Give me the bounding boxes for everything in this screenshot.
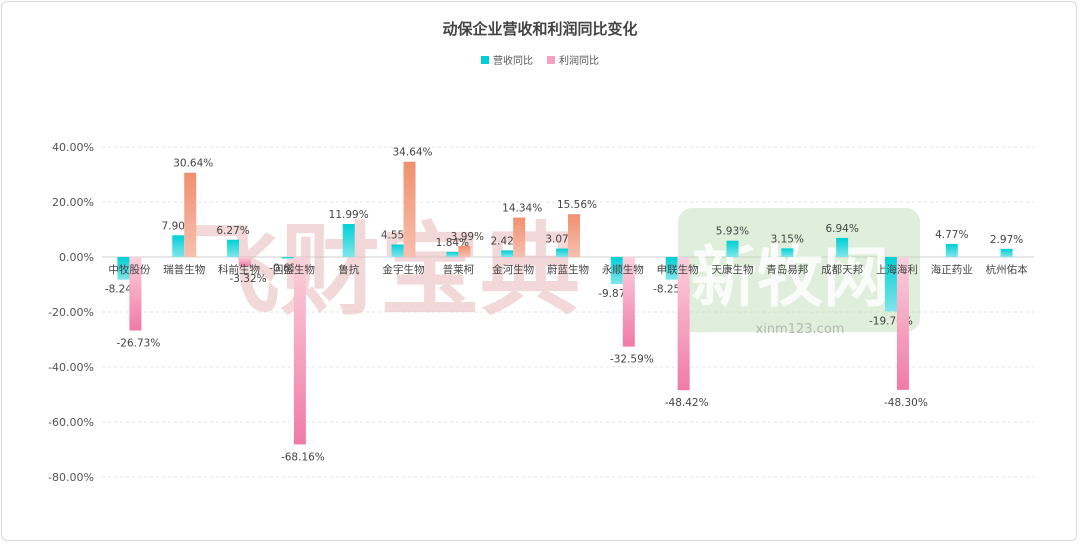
watermark-url: xinm123.com — [756, 322, 845, 337]
data-label-revenue-4: 11.99% — [329, 209, 369, 221]
x-tick-label: 天康生物 — [711, 263, 753, 276]
data-label-profit-8: 15.56% — [557, 199, 597, 211]
data-label-revenue-11: 5.93% — [716, 226, 749, 238]
bar-revenue-9 — [610, 257, 623, 285]
bar-revenue-2 — [227, 239, 240, 257]
bar-revenue-16 — [1000, 248, 1013, 257]
bar-profit-6 — [458, 246, 471, 257]
data-label-revenue-6: 1.84% — [436, 237, 469, 249]
bar-profit-14 — [896, 257, 909, 390]
data-label-revenue-2: 6.27% — [216, 225, 249, 237]
x-tick-label: 申联生物 — [657, 263, 699, 276]
data-label-profit-5: 34.64% — [393, 147, 433, 159]
bar-revenue-14 — [884, 257, 897, 312]
bar-revenue-1 — [172, 235, 185, 257]
x-tick-label: 普莱柯 — [443, 263, 475, 276]
data-label-profit-9: -32.59% — [610, 354, 654, 366]
data-label-revenue-16: 2.97% — [990, 234, 1023, 246]
bar-profit-8 — [568, 214, 580, 257]
bar-profit-10 — [677, 257, 690, 391]
bar-revenue-11 — [726, 240, 739, 257]
x-tick-label: 杭州佑本 — [986, 263, 1028, 276]
bar-profit-5 — [403, 161, 416, 257]
legend-swatch-revenue — [481, 55, 489, 64]
bar-revenue-8 — [556, 248, 568, 257]
chart-title: 动保企业营收和利润同比变化 — [442, 20, 638, 38]
data-label-profit-7: 14.34% — [502, 203, 542, 215]
data-label-revenue-15: 4.77% — [935, 229, 968, 241]
x-tick-label: 海正药业 — [931, 263, 973, 276]
y-tick-label: 40.00% — [52, 141, 94, 154]
x-tick-label: 金河生物 — [492, 263, 534, 276]
y-tick-label: 20.00% — [52, 196, 94, 209]
legend-label-revenue: 营收同比 — [493, 56, 533, 67]
legend-item-revenue[interactable]: 营收同比 — [481, 52, 533, 67]
x-tick-label: 鲁抗 — [338, 263, 359, 276]
y-tick-label: -80.00% — [48, 471, 94, 484]
data-label-profit-0: -26.73% — [116, 338, 160, 350]
data-label-profit-1: 30.64% — [173, 158, 213, 170]
data-label-revenue-13: 6.94% — [825, 223, 858, 235]
x-tick-label: 成都天邦 — [821, 263, 863, 276]
data-label-profit-10: -48.42% — [665, 397, 709, 409]
x-tick-label: 永顺生物 — [602, 263, 644, 276]
bar-profit-0 — [129, 257, 142, 331]
bar-profit-3 — [293, 257, 306, 445]
bar-revenue-6 — [446, 251, 459, 257]
bar-revenue-5 — [391, 244, 404, 257]
y-tick-label: -60.00% — [48, 416, 94, 429]
bar-profit-7 — [513, 217, 526, 257]
data-label-profit-6: 3.99% — [451, 231, 484, 243]
bar-revenue-4 — [342, 224, 355, 257]
legend: 营收同比 利润同比 — [0, 52, 1080, 67]
y-tick-label: -20.00% — [48, 306, 94, 319]
x-tick-label: 科前生物 — [218, 263, 260, 276]
y-tick-label: 0.00% — [59, 251, 94, 264]
bar-revenue-10 — [665, 257, 678, 280]
watermark-right-badge — [678, 208, 920, 332]
bar-revenue-0 — [117, 257, 130, 280]
x-tick-label: 青岛易邦 — [766, 263, 808, 276]
bar-profit-9 — [622, 257, 635, 347]
x-tick-label: 上海海利 — [876, 263, 918, 276]
data-label-revenue-12: 3.15% — [771, 233, 804, 245]
x-tick-label: 瑞普生物 — [163, 263, 205, 276]
bar-profit-2 — [239, 257, 252, 267]
bar-profit-1 — [184, 172, 197, 257]
data-label-profit-14: -48.30% — [884, 397, 928, 409]
bar-revenue-12 — [781, 248, 794, 257]
x-tick-label: 回盛生物 — [273, 263, 315, 276]
x-tick-label: 蔚蓝生物 — [547, 263, 589, 276]
legend-item-profit[interactable]: 利润同比 — [547, 52, 599, 67]
bar-revenue-13 — [836, 237, 849, 257]
data-label-profit-3: -68.16% — [281, 451, 325, 463]
legend-swatch-profit — [547, 55, 555, 64]
bar-revenue-15 — [945, 243, 958, 257]
bar-revenue-7 — [501, 250, 514, 257]
x-tick-label: 金宇生物 — [383, 263, 425, 276]
legend-label-profit: 利润同比 — [559, 56, 599, 67]
x-tick-label: 中牧股份 — [108, 263, 150, 276]
bar-revenue-3 — [281, 257, 294, 259]
data-label-profit-2: -3.32% — [229, 273, 266, 285]
y-tick-label: -40.00% — [48, 361, 94, 374]
